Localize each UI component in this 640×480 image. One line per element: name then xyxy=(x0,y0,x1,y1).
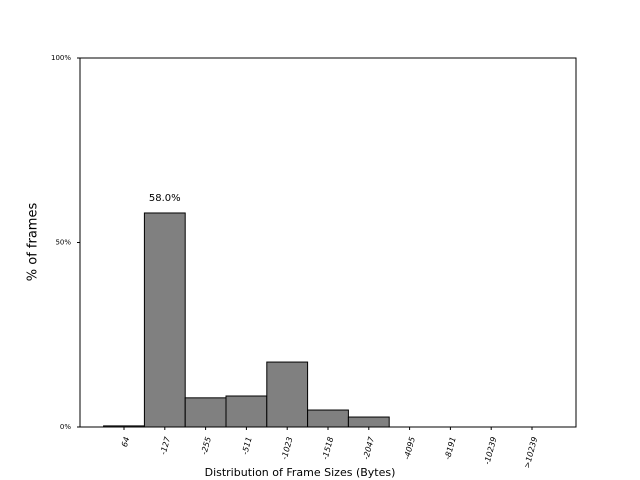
bar xyxy=(266,361,309,428)
plot-frame xyxy=(79,57,577,428)
bar xyxy=(307,409,349,428)
y-tick-label: 0% xyxy=(60,423,71,431)
x-axis-label: Distribution of Frame Sizes (Bytes) xyxy=(205,466,396,479)
bar xyxy=(184,397,227,428)
y-tick-label: 50% xyxy=(55,239,71,247)
y-tick-label: 100% xyxy=(51,54,71,62)
bar xyxy=(225,395,268,428)
x-tick-label: 64 xyxy=(120,436,131,448)
bar xyxy=(347,416,390,428)
y-axis-label: % of frames xyxy=(26,203,41,282)
bar xyxy=(143,212,186,428)
data-label: 58.0% xyxy=(149,193,181,204)
